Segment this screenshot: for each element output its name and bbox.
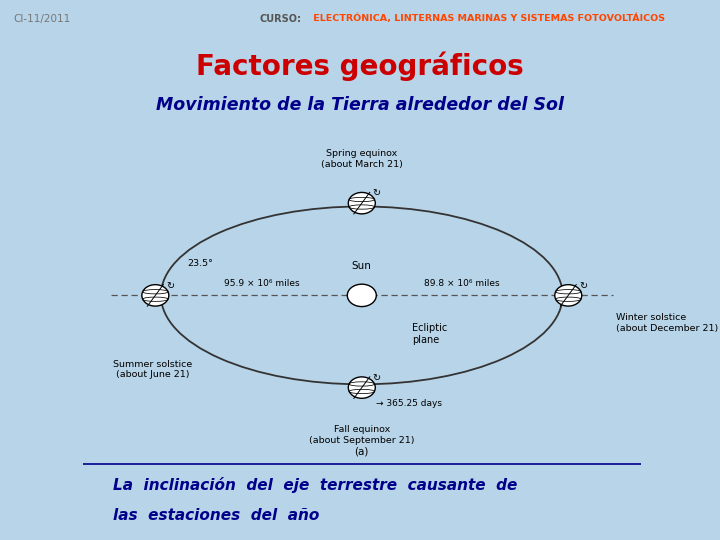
Ellipse shape [142, 285, 168, 306]
Text: Factores geográficos: Factores geográficos [196, 51, 524, 81]
Text: Winter solstice
(about December 21): Winter solstice (about December 21) [616, 314, 718, 333]
Text: ↻: ↻ [579, 281, 588, 291]
Text: Fall equinox
(about September 21): Fall equinox (about September 21) [309, 426, 415, 445]
Text: ↻: ↻ [372, 188, 381, 199]
Text: → 365.25 days: → 365.25 days [376, 399, 442, 408]
Ellipse shape [555, 285, 582, 306]
Ellipse shape [347, 284, 377, 307]
Text: 23.5°: 23.5° [188, 259, 214, 268]
Ellipse shape [348, 377, 375, 399]
Text: Summer solstice
(about June 21): Summer solstice (about June 21) [113, 360, 192, 379]
Text: La  inclinación  del  eje  terrestre  causante  de: La inclinación del eje terrestre causant… [114, 477, 518, 494]
Text: (a): (a) [355, 447, 369, 457]
Text: Sun: Sun [352, 261, 372, 271]
Text: Spring equinox
(about March 21): Spring equinox (about March 21) [321, 149, 402, 168]
Text: 95.9 × 10⁶ miles: 95.9 × 10⁶ miles [223, 279, 300, 288]
Text: 89.8 × 10⁶ miles: 89.8 × 10⁶ miles [424, 279, 500, 288]
Text: las  estaciones  del  año: las estaciones del año [114, 508, 320, 523]
Text: CURSO:: CURSO: [259, 14, 301, 24]
Text: ↻: ↻ [166, 281, 174, 291]
Text: Movimiento de la Tierra alrededor del Sol: Movimiento de la Tierra alrededor del So… [156, 96, 564, 113]
Text: ↻: ↻ [372, 373, 381, 383]
Text: Ecliptic
plane: Ecliptic plane [412, 323, 447, 345]
Text: ELECTRÓNICA, LINTERNAS MARINAS Y SISTEMAS FOTOVOLTÁICOS: ELECTRÓNICA, LINTERNAS MARINAS Y SISTEMA… [310, 14, 665, 23]
Ellipse shape [348, 192, 375, 214]
Text: CI-11/2011: CI-11/2011 [13, 14, 71, 24]
